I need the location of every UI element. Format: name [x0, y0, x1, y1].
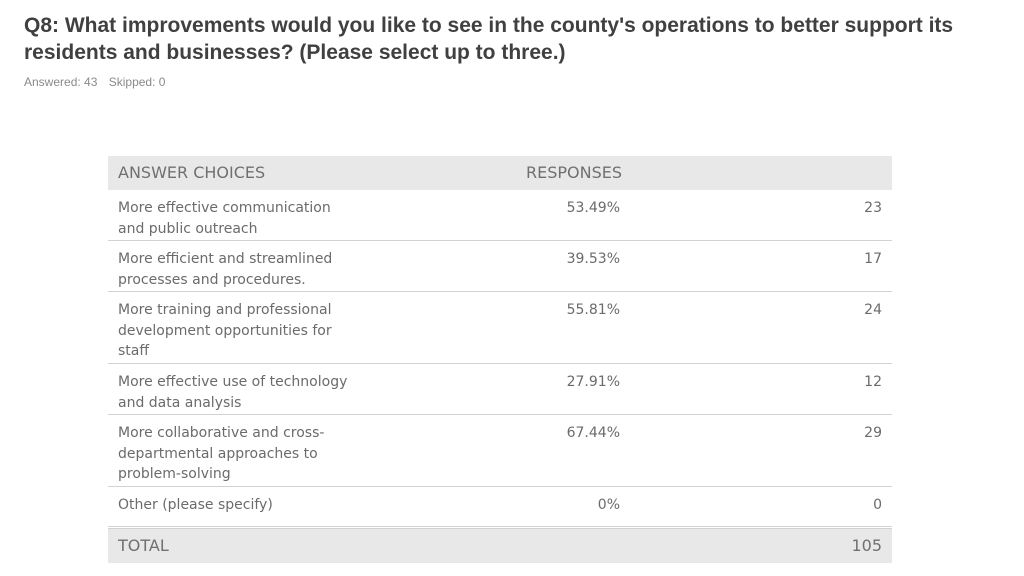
response-percent: 27.91% — [566, 374, 620, 390]
table-row: More effective communication and public … — [108, 190, 892, 241]
response-stats: Answered: 43 Skipped: 0 — [24, 75, 173, 89]
answer-choice-label: Other (please specify) — [118, 497, 273, 513]
table-row: Other (please specify) 0% 0 — [108, 487, 892, 527]
table-header: ANSWER CHOICES RESPONSES — [108, 156, 892, 190]
total-value: 105 — [851, 536, 882, 555]
table-row: More collaborative and cross-departmenta… — [108, 415, 892, 487]
skipped-count: Skipped: 0 — [108, 75, 166, 89]
answer-choice-label: More effective communication and public … — [118, 200, 331, 237]
response-percent: 67.44% — [566, 425, 620, 441]
header-answer-choices: ANSWER CHOICES — [118, 163, 266, 182]
response-percent: 39.53% — [566, 251, 620, 267]
response-count: 29 — [864, 425, 882, 441]
table-row: More training and professional developme… — [108, 292, 892, 364]
response-count: 12 — [864, 374, 882, 390]
answer-choice-label: More efficient and streamlined processes… — [118, 251, 333, 288]
table-row: More efficient and streamlined processes… — [108, 241, 892, 292]
response-percent: 0% — [597, 497, 620, 513]
response-count: 23 — [864, 200, 882, 216]
table-total-row: TOTAL 105 — [108, 528, 892, 563]
results-table: ANSWER CHOICES RESPONSES More effective … — [108, 156, 892, 563]
table-row: More effective use of technology and dat… — [108, 364, 892, 415]
question-title: Q8: What improvements would you like to … — [24, 14, 954, 64]
answered-count: Answered: 43 — [24, 75, 98, 89]
response-count: 17 — [864, 251, 882, 267]
header-responses: RESPONSES — [526, 163, 623, 182]
answer-choice-label: More effective use of technology and dat… — [118, 374, 348, 411]
total-label: TOTAL — [118, 536, 169, 555]
response-count: 24 — [864, 302, 882, 318]
response-percent: 55.81% — [566, 302, 620, 318]
answer-choice-label: More training and professional developme… — [118, 302, 332, 359]
response-count: 0 — [873, 497, 882, 513]
response-percent: 53.49% — [566, 200, 620, 216]
answer-choice-label: More collaborative and cross-departmenta… — [118, 425, 325, 482]
